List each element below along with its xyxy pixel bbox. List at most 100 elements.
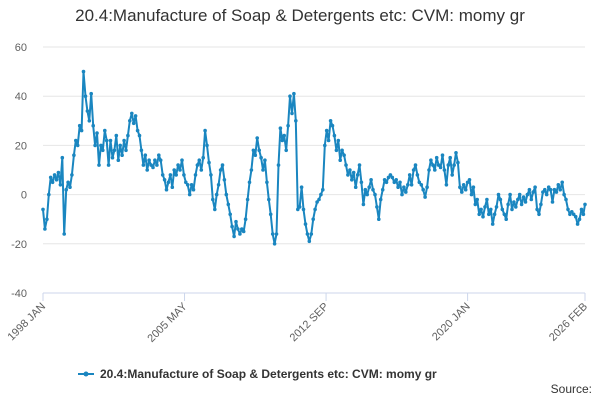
data-point[interactable]	[485, 197, 489, 202]
data-point[interactable]	[230, 224, 234, 229]
data-point[interactable]	[205, 143, 209, 148]
data-point[interactable]	[228, 212, 232, 217]
data-point[interactable]	[444, 183, 449, 187]
data-point[interactable]	[162, 178, 167, 182]
legend[interactable]: 20.4:Manufacture of Soap & Detergents et…	[78, 367, 437, 381]
data-point[interactable]	[288, 94, 292, 98]
data-point[interactable]	[398, 180, 402, 185]
data-point[interactable]	[267, 197, 271, 202]
data-point[interactable]	[583, 202, 587, 207]
data-point[interactable]	[93, 143, 97, 148]
data-point[interactable]	[241, 229, 246, 234]
data-point[interactable]	[500, 207, 505, 212]
data-point[interactable]	[504, 217, 509, 221]
data-point[interactable]	[151, 165, 155, 170]
data-point[interactable]	[357, 163, 362, 167]
data-point[interactable]	[415, 173, 420, 177]
data-point[interactable]	[141, 163, 146, 167]
data-point[interactable]	[425, 185, 429, 189]
data-point[interactable]	[135, 128, 140, 133]
data-point[interactable]	[97, 163, 101, 167]
data-point[interactable]	[479, 207, 483, 212]
data-point[interactable]	[531, 190, 535, 194]
data-point[interactable]	[334, 148, 339, 153]
data-point[interactable]	[226, 202, 231, 207]
data-point[interactable]	[519, 202, 524, 207]
data-point[interactable]	[116, 158, 121, 162]
data-point[interactable]	[72, 153, 76, 157]
data-point[interactable]	[274, 232, 279, 236]
data-point[interactable]	[344, 163, 348, 167]
data-point[interactable]	[83, 94, 88, 98]
data-point[interactable]	[552, 187, 557, 192]
data-point[interactable]	[103, 128, 107, 133]
data-point[interactable]	[270, 232, 275, 236]
data-point[interactable]	[89, 91, 93, 96]
data-point[interactable]	[245, 197, 250, 202]
data-point[interactable]	[350, 178, 354, 182]
data-point[interactable]	[126, 133, 130, 138]
data-point[interactable]	[404, 190, 408, 194]
data-point[interactable]	[303, 222, 308, 226]
data-point[interactable]	[510, 207, 514, 212]
data-point[interactable]	[529, 197, 534, 202]
data-point[interactable]	[434, 155, 439, 160]
data-point[interactable]	[299, 185, 304, 189]
data-point[interactable]	[417, 180, 422, 185]
data-point[interactable]	[351, 170, 356, 175]
data-point[interactable]	[164, 187, 169, 192]
data-point[interactable]	[489, 207, 493, 212]
data-point[interactable]	[236, 227, 240, 231]
data-point[interactable]	[377, 217, 381, 221]
data-point[interactable]	[54, 178, 59, 182]
data-point[interactable]	[371, 187, 375, 192]
data-point[interactable]	[130, 111, 134, 116]
data-point[interactable]	[207, 160, 211, 165]
data-point[interactable]	[43, 227, 47, 231]
data-point[interactable]	[363, 187, 368, 192]
data-point[interactable]	[469, 192, 474, 197]
data-point[interactable]	[471, 185, 476, 189]
data-point[interactable]	[390, 175, 395, 180]
data-point[interactable]	[224, 192, 229, 197]
data-point[interactable]	[330, 123, 335, 128]
data-point[interactable]	[523, 200, 528, 204]
data-point[interactable]	[440, 153, 445, 157]
data-point[interactable]	[315, 200, 319, 204]
data-point[interactable]	[79, 128, 84, 133]
data-point[interactable]	[133, 114, 138, 118]
data-point[interactable]	[570, 210, 574, 214]
data-point[interactable]	[216, 183, 221, 187]
data-point[interactable]	[436, 163, 441, 167]
data-point[interactable]	[566, 207, 570, 212]
data-point[interactable]	[450, 173, 455, 177]
data-point[interactable]	[77, 123, 82, 128]
data-point[interactable]	[290, 111, 294, 116]
data-point[interactable]	[571, 212, 576, 217]
data-point[interactable]	[413, 163, 418, 167]
data-point[interactable]	[143, 153, 148, 157]
data-point[interactable]	[128, 119, 132, 123]
data-point[interactable]	[548, 187, 553, 192]
data-point[interactable]	[47, 192, 51, 197]
data-point[interactable]	[265, 180, 269, 185]
data-point[interactable]	[514, 205, 518, 209]
data-point[interactable]	[145, 168, 149, 172]
data-point[interactable]	[311, 217, 316, 221]
data-point[interactable]	[581, 212, 586, 217]
data-point[interactable]	[577, 217, 582, 221]
data-point[interactable]	[131, 121, 136, 126]
data-point[interactable]	[187, 192, 192, 197]
data-point[interactable]	[222, 178, 227, 182]
legend-swatch-marker[interactable]	[83, 371, 89, 377]
data-point[interactable]	[60, 155, 65, 160]
data-point[interactable]	[74, 138, 78, 143]
data-point[interactable]	[409, 183, 414, 187]
data-point[interactable]	[392, 180, 397, 185]
data-point[interactable]	[521, 195, 526, 199]
data-point[interactable]	[490, 222, 495, 226]
data-point[interactable]	[378, 197, 383, 202]
data-point[interactable]	[429, 158, 433, 162]
data-point[interactable]	[550, 200, 555, 204]
data-point[interactable]	[176, 163, 180, 167]
